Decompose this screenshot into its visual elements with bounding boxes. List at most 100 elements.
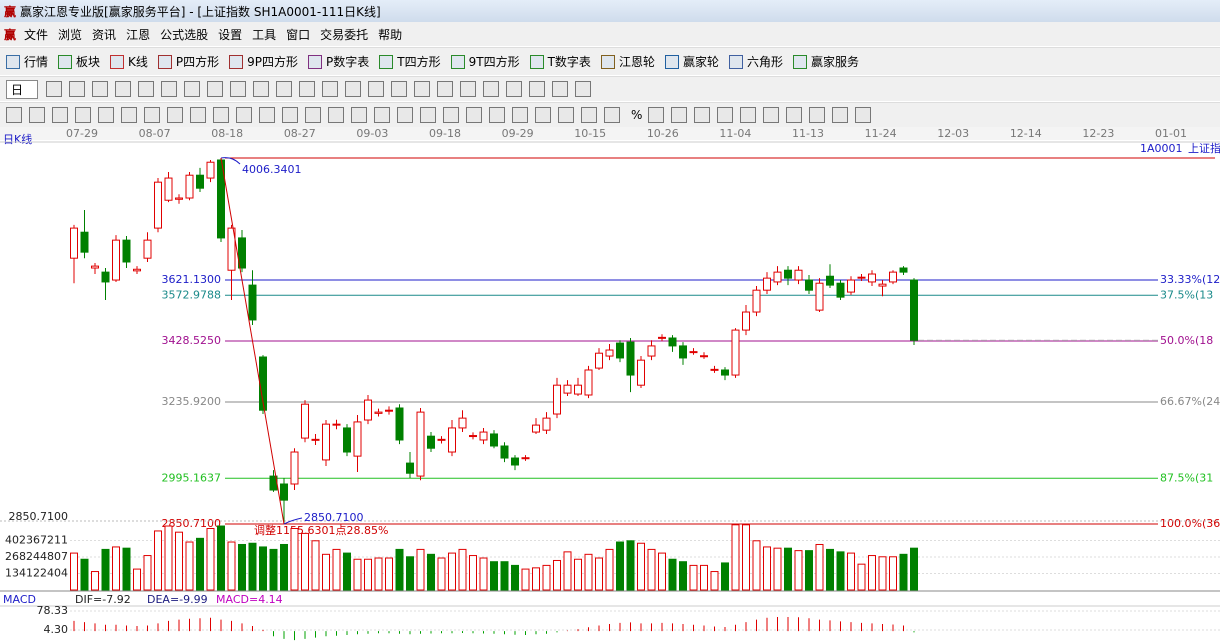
tool-icon[interactable] bbox=[161, 81, 178, 97]
tool-icon[interactable] bbox=[506, 81, 523, 97]
candle-body bbox=[847, 279, 855, 293]
tool-icon[interactable] bbox=[328, 107, 344, 123]
tool-button[interactable]: P四方形 bbox=[157, 53, 219, 70]
tool-icon[interactable] bbox=[374, 107, 390, 123]
tool-button[interactable]: T数字表 bbox=[529, 53, 591, 70]
tool-icon[interactable] bbox=[581, 107, 597, 123]
tool-icon[interactable] bbox=[98, 107, 114, 123]
candle-body bbox=[122, 239, 131, 263]
tool-button[interactable]: 9P四方形 bbox=[229, 53, 298, 70]
tool-icon[interactable] bbox=[253, 81, 270, 97]
tool-icon[interactable] bbox=[809, 107, 826, 123]
candle-body bbox=[689, 351, 698, 354]
tool-icon[interactable] bbox=[671, 107, 688, 123]
level-label: 3428.5250 bbox=[162, 334, 222, 347]
tool-button[interactable]: 江恩轮 bbox=[600, 53, 655, 70]
tool-icon[interactable] bbox=[207, 81, 224, 97]
tool-icon[interactable] bbox=[282, 107, 298, 123]
tool-icon[interactable] bbox=[351, 107, 367, 123]
tool-button[interactable]: P数字表 bbox=[308, 53, 369, 70]
tool-icon[interactable] bbox=[138, 81, 155, 97]
tool-button[interactable]: 板块 bbox=[58, 53, 100, 70]
menu-item[interactable]: 窗口 bbox=[286, 27, 311, 42]
tool-icon[interactable] bbox=[115, 81, 132, 97]
tool-icon[interactable] bbox=[299, 81, 316, 97]
tool-icon[interactable] bbox=[259, 107, 275, 123]
candle-body bbox=[469, 435, 477, 438]
tool-text[interactable]: % bbox=[631, 108, 643, 122]
candle-body bbox=[280, 483, 288, 501]
tool-icon bbox=[664, 54, 679, 69]
tool-icon[interactable] bbox=[144, 107, 160, 123]
tool-icon[interactable] bbox=[529, 81, 546, 97]
tool-icon[interactable] bbox=[483, 81, 500, 97]
tool-icon[interactable] bbox=[184, 81, 201, 97]
tool-icon[interactable] bbox=[420, 107, 436, 123]
menu-item[interactable]: 文件 bbox=[24, 27, 49, 42]
tool-icon[interactable] bbox=[190, 107, 206, 123]
tool-button[interactable]: 赢家服务 bbox=[792, 53, 859, 70]
tool-icon[interactable] bbox=[75, 107, 91, 123]
tool-icon[interactable] bbox=[397, 107, 413, 123]
tool-icon[interactable] bbox=[694, 107, 711, 123]
tool-icon[interactable] bbox=[52, 107, 68, 123]
tool-icon[interactable] bbox=[558, 107, 574, 123]
tool-icon[interactable] bbox=[604, 107, 620, 123]
tool-icon[interactable] bbox=[443, 107, 459, 123]
date-label: 12-23 bbox=[1082, 127, 1114, 140]
tool-icon[interactable] bbox=[121, 107, 137, 123]
tool-icon[interactable] bbox=[29, 107, 45, 123]
tool-icon[interactable] bbox=[648, 107, 665, 123]
tool-icon[interactable] bbox=[322, 81, 339, 97]
tool-icon[interactable] bbox=[460, 81, 477, 97]
tool-icon[interactable] bbox=[575, 81, 592, 97]
tool-button[interactable]: 六角形 bbox=[728, 53, 783, 70]
tool-icon[interactable] bbox=[855, 107, 872, 123]
tool-icon[interactable] bbox=[276, 81, 293, 97]
tool-icon[interactable] bbox=[763, 107, 780, 123]
tool-icon[interactable] bbox=[46, 81, 63, 97]
menu-item[interactable]: 浏览 bbox=[58, 27, 83, 42]
menu-item[interactable]: 工具 bbox=[252, 27, 277, 42]
level-ratio: 50.0%(18 bbox=[1160, 334, 1213, 347]
tool-icon[interactable] bbox=[489, 107, 505, 123]
tool-button[interactable]: 9T四方形 bbox=[450, 53, 520, 70]
volume-bar bbox=[217, 525, 225, 591]
tool-icon[interactable] bbox=[740, 107, 757, 123]
tool-icon[interactable] bbox=[69, 81, 86, 97]
menu-item[interactable]: 公式选股 bbox=[160, 27, 209, 42]
tool-button[interactable]: 行情 bbox=[6, 53, 48, 70]
tool-icon[interactable] bbox=[832, 107, 849, 123]
tool-icon[interactable] bbox=[437, 81, 454, 97]
tool-icon[interactable] bbox=[414, 81, 431, 97]
candle-body bbox=[616, 342, 624, 359]
candle-body bbox=[164, 177, 173, 201]
tool-button[interactable]: K线 bbox=[110, 53, 148, 70]
tool-icon[interactable] bbox=[391, 81, 408, 97]
tool-icon[interactable] bbox=[535, 107, 551, 123]
tool-icon[interactable] bbox=[230, 81, 247, 97]
menu-item[interactable]: 资讯 bbox=[92, 27, 117, 42]
tool-icon[interactable] bbox=[6, 107, 22, 123]
tool-icon[interactable] bbox=[368, 81, 385, 97]
menu-item[interactable]: 设置 bbox=[218, 27, 243, 42]
tool-icon[interactable] bbox=[717, 107, 734, 123]
tool-icon[interactable] bbox=[552, 81, 569, 97]
tool-icon[interactable] bbox=[512, 107, 528, 123]
tool-button[interactable]: T四方形 bbox=[379, 53, 441, 70]
period-select[interactable]: 日 bbox=[6, 79, 39, 99]
volume-bar bbox=[689, 564, 698, 591]
tool-icon[interactable] bbox=[345, 81, 362, 97]
tool-icon[interactable] bbox=[167, 107, 183, 123]
tool-icon[interactable] bbox=[305, 107, 321, 123]
menu-item[interactable]: 交易委托 bbox=[320, 27, 369, 42]
tool-icon[interactable] bbox=[213, 107, 229, 123]
menu-item[interactable]: 江恩 bbox=[126, 27, 151, 42]
tool-icon[interactable] bbox=[786, 107, 803, 123]
tool-icon[interactable] bbox=[466, 107, 482, 123]
tool-icon[interactable] bbox=[236, 107, 252, 123]
volume-bar bbox=[647, 548, 656, 591]
menu-item[interactable]: 帮助 bbox=[378, 27, 403, 42]
tool-button[interactable]: 赢家轮 bbox=[664, 53, 719, 70]
tool-icon[interactable] bbox=[92, 81, 109, 97]
